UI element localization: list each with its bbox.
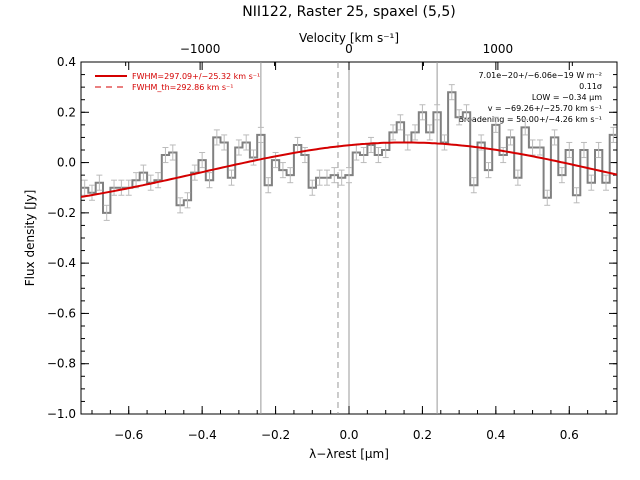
y-tick-label: −0.2 [47,206,76,220]
top-axis-label: Velocity [km s⁻¹] [299,31,399,45]
y-tick-label: −0.8 [47,357,76,371]
y-axis-label: Flux density [Jy] [23,190,37,287]
annotation-low: LOW = −0.34 μm [532,93,602,102]
y-tick-label: −0.4 [47,256,76,270]
x-axis-label: λ−λrest [μm] [309,447,389,461]
y-tick-label: 0.2 [57,105,76,119]
x-tick-label: −0.4 [188,428,217,442]
x-tick-label: −0.6 [114,428,143,442]
legend: FWHM=297.09+/−25.32 km s⁻¹ FWHM_th=292.8… [95,72,260,92]
annotation-velocity: v = −69.26+/−25.70 km s⁻¹ [488,104,602,113]
y-tick-label: −1.0 [47,407,76,421]
top-tick-label: 1000 [483,42,514,56]
x-tick-label: 0.2 [413,428,432,442]
annotation-broadening: Broadening = 50.00+/−4.26 km s⁻¹ [458,115,602,124]
x-tick-label: 0.0 [339,428,358,442]
y-tick-label: 0.0 [57,156,76,170]
annotation-sigma: 0.11σ [579,82,602,91]
legend-label-th: FWHM_th=292.86 km s⁻¹ [132,83,233,92]
annotations: 7.01e−20+/−6.06e−19 W m⁻² 0.11σ LOW = −0… [458,71,602,124]
top-tick-label: −1000 [180,42,221,56]
x-tick-label: −0.2 [261,428,290,442]
annotation-flux: 7.01e−20+/−6.06e−19 W m⁻² [478,71,602,80]
y-tick-label: 0.4 [57,55,76,69]
x-tick-label: 0.4 [486,428,505,442]
x-tick-label: 0.6 [560,428,579,442]
fit-curve [80,141,618,198]
y-tick-label: −0.6 [47,306,76,320]
chart-title: NII122, Raster 25, spaxel (5,5) [242,4,455,20]
top-tick-label: 0 [345,42,353,56]
legend-label-fit: FWHM=297.09+/−25.32 km s⁻¹ [132,72,260,81]
